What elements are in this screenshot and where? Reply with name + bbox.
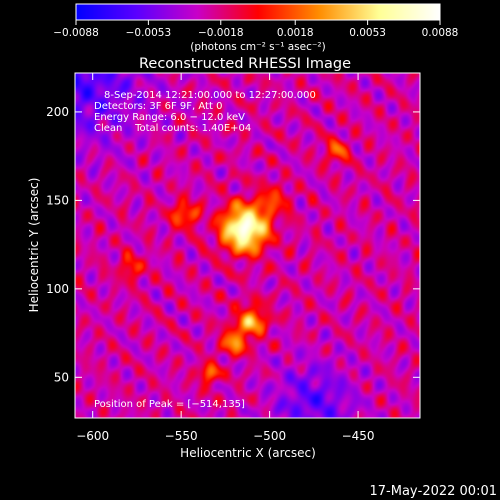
x-axis-tick-label: −450 (342, 429, 375, 443)
colorbar-tick-label: −0.0053 (126, 27, 172, 39)
x-axis-tick-label: −600 (76, 429, 109, 443)
colorbar-tick-label: −0.0088 (53, 27, 99, 39)
annotation-energy-range: Energy Range: 6.0 − 12.0 keV (94, 112, 245, 123)
timestamp: 17‑May‑2022 00:01 (370, 484, 497, 499)
colorbar-unit-label: (photons cm⁻² s⁻¹ asec⁻²) (190, 41, 325, 53)
colorbar-tick-label: 0.0018 (277, 27, 314, 39)
annotation-clean-counts: Clean Total counts: 1.40E+04 (94, 123, 251, 134)
x-axis-tick-label: −500 (253, 429, 286, 443)
colorbar-tick-label: 0.0053 (349, 27, 386, 39)
y-axis-ticks: 50 100 150 200 (46, 105, 420, 384)
colorbar (76, 4, 440, 20)
peak-position-label: Position of Peak = [−514,135] (94, 399, 245, 410)
x-axis-label: Heliocentric X (arcsec) (180, 446, 316, 460)
y-axis-tick-label: 50 (54, 370, 69, 384)
chart-title: Reconstructed RHESSI Image (139, 56, 351, 72)
y-axis-tick-label: 150 (46, 193, 69, 207)
colorbar-ticks: −0.0088 −0.0053 −0.0018 0.0018 0.0053 0.0088 (53, 3, 459, 39)
colorbar-tick-label: −0.0018 (198, 27, 244, 39)
plot-frame (74, 72, 421, 419)
x-axis-tick-label: −550 (165, 429, 198, 443)
colorbar-frame (75, 3, 441, 21)
colorbar-tick-label: 0.0088 (422, 27, 459, 39)
heatmap-image (75, 73, 420, 418)
y-axis-label: Heliocentric Y (arcsec) (27, 178, 41, 313)
annotation-detectors: Detectors: 3F 6F 9F, Att 0 (94, 101, 222, 112)
x-axis-ticks: −600 −550 −500 −450 (76, 73, 375, 443)
y-axis-tick-label: 200 (46, 105, 69, 119)
annotation-time-range: 8‑Sep‑2014 12:21:00.000 to 12:27:00.000 (104, 90, 316, 101)
y-axis-tick-label: 100 (46, 282, 69, 296)
